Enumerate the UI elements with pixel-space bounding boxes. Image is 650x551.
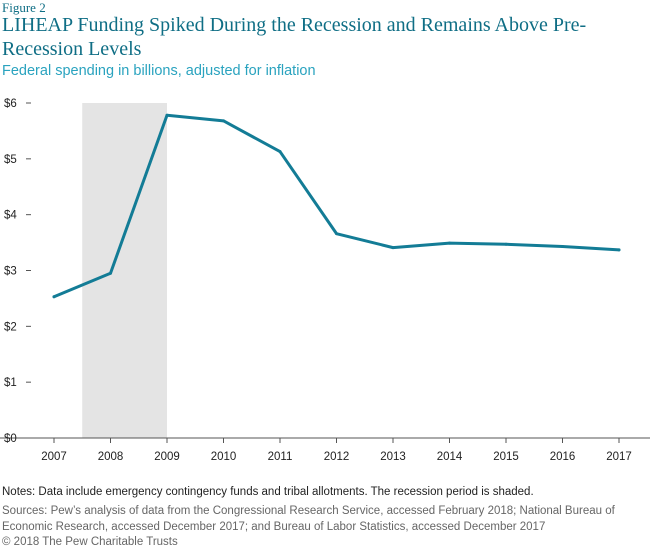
data-point [109, 271, 112, 275]
x-tick-label: 2017 [606, 451, 632, 463]
y-tick-label: $3 [4, 266, 17, 278]
x-tick-label: 2012 [324, 451, 350, 463]
data-point [561, 244, 564, 248]
data-point [278, 150, 282, 154]
x-tick-label: 2010 [211, 451, 237, 463]
chart-notes: Notes: Data include emergency contingenc… [2, 486, 534, 498]
data-point [165, 113, 169, 117]
data-point [391, 246, 395, 250]
x-tick-label: 2011 [268, 451, 293, 463]
x-tick-label: 2013 [380, 451, 406, 463]
data-point [222, 119, 225, 123]
x-tick-label: 2009 [154, 451, 180, 463]
y-tick-label: $1 [4, 377, 17, 389]
x-tick-label: 2008 [98, 451, 124, 463]
data-point [617, 248, 621, 252]
axis-layer: $0 $1 $2 $3 $4 $5 $6 2007 2008 2009 2010 2011 2012 20… [0, 98, 650, 463]
copyright: © 2018 The Pew Charitable Trusts [2, 536, 178, 548]
data-point [448, 241, 451, 245]
y-tick-label: $4 [4, 210, 17, 222]
data-point [335, 232, 338, 236]
chart-title: LIHEAP Funding Spiked During the Recessi… [2, 14, 587, 60]
y-tick-label: $5 [4, 154, 17, 166]
figure-label: Figure 2 [2, 0, 46, 15]
y-tick-label: $0 [4, 433, 17, 445]
x-tick-label: 2015 [493, 451, 519, 463]
y-tick-label: $6 [4, 98, 17, 110]
data-point [504, 242, 508, 246]
data-point [52, 295, 56, 299]
x-tick-label: 2016 [550, 451, 576, 463]
x-tick-label: 2014 [437, 451, 463, 463]
series-layer [52, 113, 621, 299]
chart-sources: Sources: Pew’s analysis of data from the… [2, 505, 615, 533]
y-tick-label: $2 [4, 321, 17, 333]
chart-subtitle: Federal spending in billions, adjusted f… [2, 63, 316, 79]
x-tick-label: 2007 [41, 451, 67, 463]
